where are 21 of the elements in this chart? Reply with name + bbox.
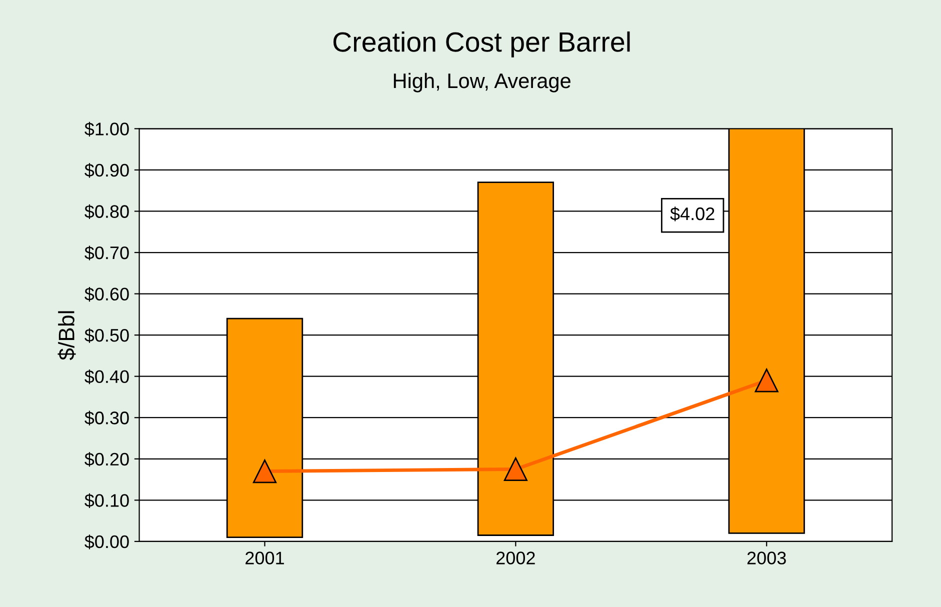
y-tick-label: $0.00 [84,534,129,550]
y-tick-label: $0.40 [84,370,129,384]
annotation: $4.02 [670,206,714,222]
point [754,368,778,392]
chart-subtitle: High, Low, Average [394,72,570,92]
y-tick-label: $0.30 [84,410,129,426]
y-tick-label: $1.00 [84,122,129,136]
y-tick-label: $0.90 [84,163,129,178]
point [504,457,528,482]
y-tick-label: $0.10 [84,493,129,508]
y-tick-label: $0.60 [84,286,129,302]
x-tick-label: 2002 [496,552,535,564]
y-axis-title: $/Bbl [58,311,76,360]
y-tick-label: $0.20 [84,452,129,467]
point [252,459,277,484]
x-tick-label: 2001 [246,552,284,564]
chart-title: Creation Cost per Barrel [333,31,630,58]
y-tick-label: $0.50 [84,328,129,343]
y-tick-label: $0.80 [84,204,129,220]
y-tick-label: $0.70 [84,246,129,260]
x-tick-label: 2003 [747,552,786,564]
